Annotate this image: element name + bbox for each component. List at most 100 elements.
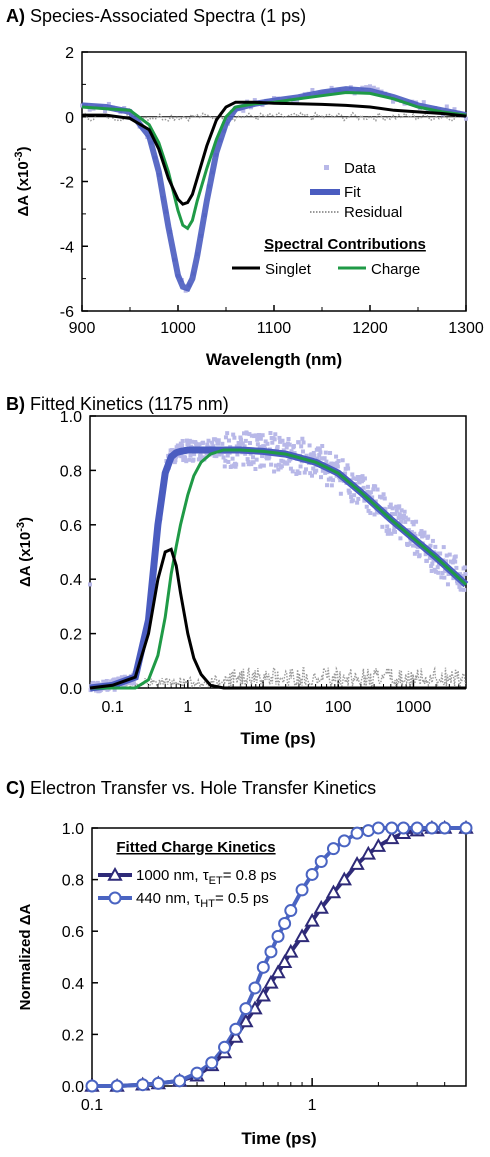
data-point-b — [201, 440, 206, 445]
y-tick-label-c: 0.2 — [62, 1027, 84, 1044]
data-point-b — [453, 559, 458, 564]
legend-fit-label: Fit — [344, 184, 361, 201]
panel-c-title-text: Electron Transfer vs. Hole Transfer Kine… — [30, 778, 377, 798]
series-ht-marker — [305, 867, 319, 881]
data-point-b — [176, 443, 181, 448]
data-point-b — [347, 490, 352, 495]
data-point-b — [258, 436, 263, 441]
legend-ht-marker — [108, 891, 122, 905]
data-point-b — [236, 441, 241, 446]
series-ht-marker — [425, 821, 439, 835]
data-point-b — [251, 455, 256, 460]
series-et-marker — [304, 912, 320, 927]
data-point-b — [350, 498, 355, 503]
data-point-b — [346, 488, 351, 493]
series-et-marker — [270, 964, 286, 979]
data-point-b — [431, 557, 436, 562]
data-point-b — [421, 533, 426, 538]
plot-frame-b — [89, 415, 467, 689]
data-point-b — [288, 457, 293, 462]
data-point-b — [427, 555, 432, 560]
legend-residual-label: Residual — [344, 204, 402, 221]
data-point-b — [232, 435, 237, 440]
data-point-b — [403, 519, 408, 524]
data-point-b — [402, 509, 407, 514]
x-axis-label-c: Time (ps) — [241, 1129, 316, 1148]
data-point-b — [198, 452, 203, 457]
series-ht-marker — [371, 821, 385, 835]
data-point-b — [332, 462, 337, 467]
data-point-b — [226, 438, 231, 443]
data-point-b — [366, 508, 371, 513]
data-point-b — [365, 489, 370, 494]
data-point-b — [312, 453, 317, 458]
data-point-b — [447, 552, 452, 557]
data-point-b — [242, 431, 247, 436]
data-point-b — [442, 569, 447, 574]
data-point-b — [180, 443, 185, 448]
data-point-b — [308, 471, 313, 476]
data-point-b — [188, 453, 193, 458]
panel-a: A) Species-Associated Spectra (1 ps) -6-… — [0, 0, 490, 382]
data-point-b — [387, 504, 392, 509]
data-point-a — [252, 98, 257, 103]
data-point-b — [196, 457, 201, 462]
panel-c-label: C) — [6, 778, 25, 798]
x-tick-label-b: 100 — [325, 699, 352, 716]
data-point-b — [257, 432, 262, 437]
data-point-a — [371, 85, 376, 90]
legend-c-title: Fitted Charge Kinetics — [116, 839, 275, 856]
panel-c-title: C) Electron Transfer vs. Hole Transfer K… — [6, 778, 376, 799]
data-point-b — [296, 440, 301, 445]
data-point-b — [197, 442, 202, 447]
data-point-b — [243, 438, 248, 443]
data-point-b — [401, 516, 406, 521]
data-point-b — [454, 565, 459, 570]
data-point-b — [256, 435, 261, 440]
data-point-b — [282, 442, 287, 447]
data-point-b — [279, 464, 284, 469]
data-point-b — [260, 433, 265, 438]
data-point-b — [322, 456, 327, 461]
data-point-b — [317, 453, 322, 458]
chart-b: 0.0 0.2 0.4 0.6 0.8 1.0 0.1 1 10 100 1000 Time (ps)… — [15, 409, 469, 748]
data-point-b — [370, 495, 375, 500]
data-point-b — [223, 458, 228, 463]
data-point-b — [329, 461, 334, 466]
data-point-b — [278, 439, 283, 444]
y-tick-label-b: 0.8 — [60, 463, 82, 480]
series-et-marker — [360, 845, 377, 860]
data-point-b — [184, 459, 189, 464]
data-point-b — [445, 582, 450, 587]
data-point-b — [381, 492, 386, 497]
data-point-b — [299, 444, 304, 449]
legend-et-label: 1000 nm, τET= 0.8 ps — [136, 867, 277, 887]
data-point-b — [325, 469, 330, 474]
data-point-b — [439, 575, 444, 580]
data-point-b — [386, 528, 391, 533]
data-point-b — [180, 438, 185, 443]
data-point-b — [385, 524, 390, 529]
data-point-b — [240, 441, 245, 446]
data-point-b — [260, 454, 265, 459]
data-point-b — [457, 584, 462, 589]
y-tick-label-b: 0.4 — [60, 572, 82, 589]
y-tick-label-a: -4 — [60, 239, 74, 256]
series-ht-marker — [396, 821, 410, 835]
data-point-b — [433, 544, 438, 549]
data-point-b — [459, 587, 464, 592]
data-point-b — [257, 444, 262, 449]
data-point-b — [303, 467, 308, 472]
y-tick-label-a: -6 — [60, 304, 74, 321]
data-point-a — [295, 99, 300, 104]
data-point-b — [329, 483, 334, 488]
data-point-b — [301, 440, 306, 445]
data-point-b — [255, 442, 260, 447]
data-point-b — [430, 561, 435, 566]
data-point-b — [343, 471, 348, 476]
legend-data-label: Data — [344, 160, 376, 177]
series-ht-marker — [205, 1056, 219, 1070]
data-point-b — [268, 431, 273, 436]
data-point-b — [410, 520, 415, 525]
series-ht-marker — [151, 1076, 165, 1090]
